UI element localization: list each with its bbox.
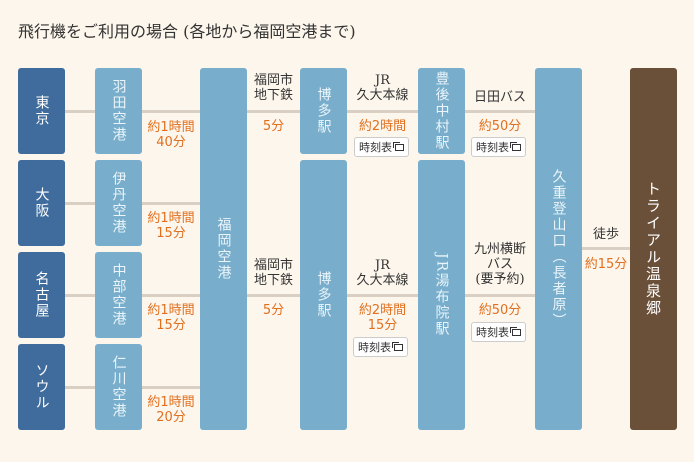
airport-chubu: 中部空港: [95, 252, 142, 338]
bus-label: 九州横断 バス (要予約): [473, 242, 526, 287]
bus-label: 日田バス: [473, 90, 526, 105]
jr-line-label: JR 久大本線: [356, 258, 409, 288]
subway-time: 5分: [262, 119, 285, 134]
kuju-trailhead: 久重登山口（長者原）: [535, 68, 582, 430]
connector-line: [247, 294, 537, 297]
subway-label: 福岡市 地下鉄: [253, 73, 293, 103]
flight-time: 約1時間 40分: [147, 120, 195, 150]
timetable-button[interactable]: 時刻表: [471, 137, 526, 157]
timetable-button[interactable]: 時刻表: [353, 337, 408, 357]
airport-itami: 伊丹空港: [95, 160, 142, 246]
bungo-nakamura-station: 豊後中村駅: [418, 68, 465, 154]
timetable-button[interactable]: 時刻表: [354, 137, 409, 157]
jr-time: 約2時間: [358, 119, 407, 134]
jr-time: 約2時間 15分: [358, 303, 407, 333]
hakata-station: 博多駅: [300, 160, 347, 430]
destination-onsen: トライアル温泉郷: [630, 68, 677, 430]
origin-nagoya: 名古屋: [18, 252, 65, 338]
connector-line: [247, 110, 537, 113]
external-link-icon: [510, 326, 521, 336]
flight-time: 約1時間 15分: [147, 211, 195, 241]
origin-seoul: ソウル: [18, 344, 65, 430]
fukuoka-airport: 福岡空港: [200, 68, 247, 430]
timetable-button[interactable]: 時刻表: [471, 322, 526, 342]
bus-time: 約50分: [478, 303, 522, 318]
jr-line-label: JR 久大本線: [356, 73, 409, 103]
bus-time: 約50分: [478, 119, 522, 134]
walk-time: 約15分: [584, 257, 628, 272]
flight-time: 約1時間 15分: [147, 303, 195, 333]
subway-label: 福岡市 地下鉄: [253, 258, 293, 288]
flight-time: 約1時間 20分: [147, 395, 195, 425]
connector-line: [582, 247, 632, 250]
yufuin-station: JR湯布院駅: [418, 160, 465, 430]
external-link-icon: [510, 141, 521, 151]
external-link-icon: [392, 341, 403, 351]
airport-incheon: 仁川空港: [95, 344, 142, 430]
page-title: 飛行機をご利用の場合 (各地から福岡空港まで): [18, 22, 356, 41]
subway-time: 5分: [262, 303, 285, 318]
hakata-station: 博多駅: [300, 68, 347, 154]
origin-tokyo: 東京: [18, 68, 65, 154]
walk-label: 徒歩: [592, 227, 619, 242]
airport-haneda: 羽田空港: [95, 68, 142, 154]
origin-osaka: 大阪: [18, 160, 65, 246]
external-link-icon: [393, 141, 404, 151]
